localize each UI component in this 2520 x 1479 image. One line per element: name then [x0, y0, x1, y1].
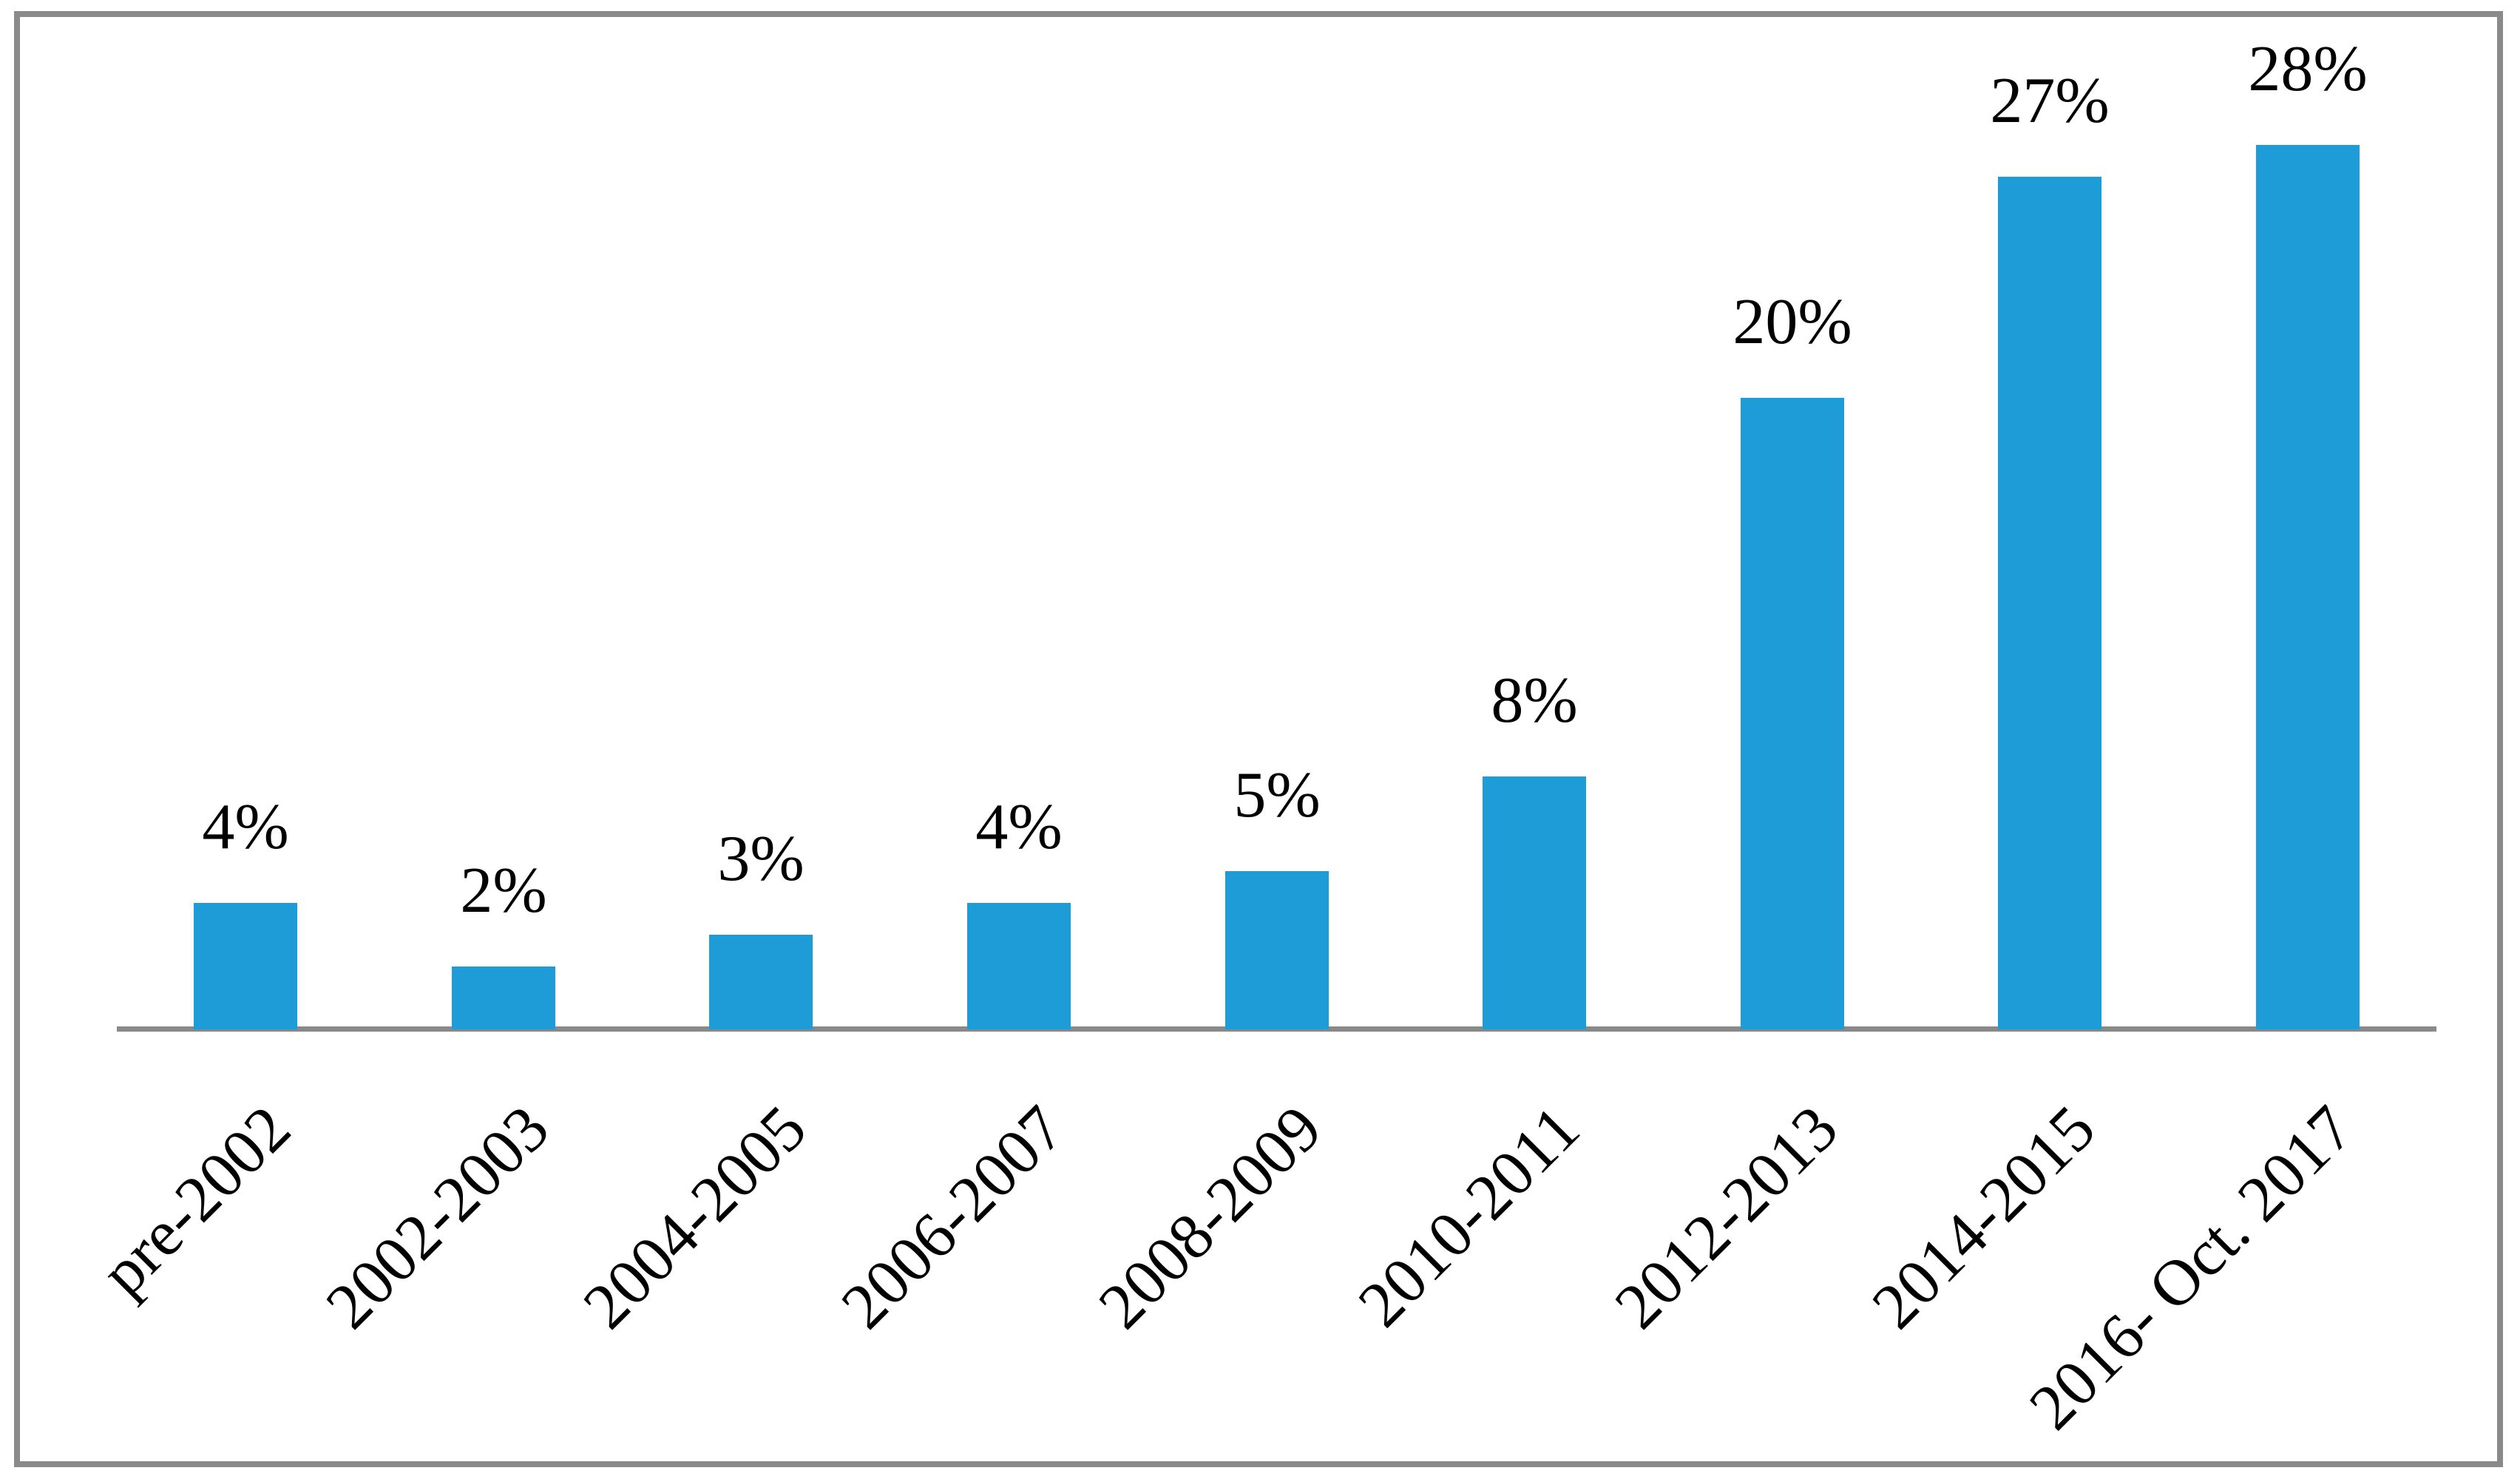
x-tick-label: 2004-2005	[569, 1092, 820, 1343]
bar-1	[452, 967, 555, 1029]
value-label: 4%	[975, 791, 1063, 863]
bar-7	[1998, 177, 2101, 1029]
x-tick-label: 2008-2009	[1085, 1092, 1335, 1343]
value-label: 2%	[460, 855, 547, 927]
bar-0	[194, 903, 297, 1029]
bar-2	[709, 935, 813, 1029]
value-label: 3%	[717, 823, 805, 895]
value-label: 8%	[1491, 665, 1578, 737]
x-tick-label: 2010-2011	[1344, 1092, 1593, 1341]
value-label: 4%	[202, 791, 289, 863]
value-label: 28%	[2248, 33, 2368, 105]
bar-4	[1225, 871, 1329, 1029]
bar-6	[1741, 398, 1844, 1029]
x-tick-label: 2006-2007	[827, 1092, 1078, 1343]
x-tick-label: pre-2002	[87, 1092, 305, 1310]
value-label: 20%	[1732, 286, 1852, 358]
bar-8	[2256, 145, 2360, 1029]
x-tick-label: 2002-2003	[312, 1092, 563, 1343]
bar-5	[1483, 776, 1586, 1029]
x-tick-label: 2014-2015	[1858, 1092, 2109, 1343]
x-tick-label: 2012-2013	[1601, 1092, 1852, 1343]
value-label: 27%	[1990, 65, 2110, 137]
value-label: 5%	[1233, 759, 1321, 831]
bar-3	[967, 903, 1071, 1029]
